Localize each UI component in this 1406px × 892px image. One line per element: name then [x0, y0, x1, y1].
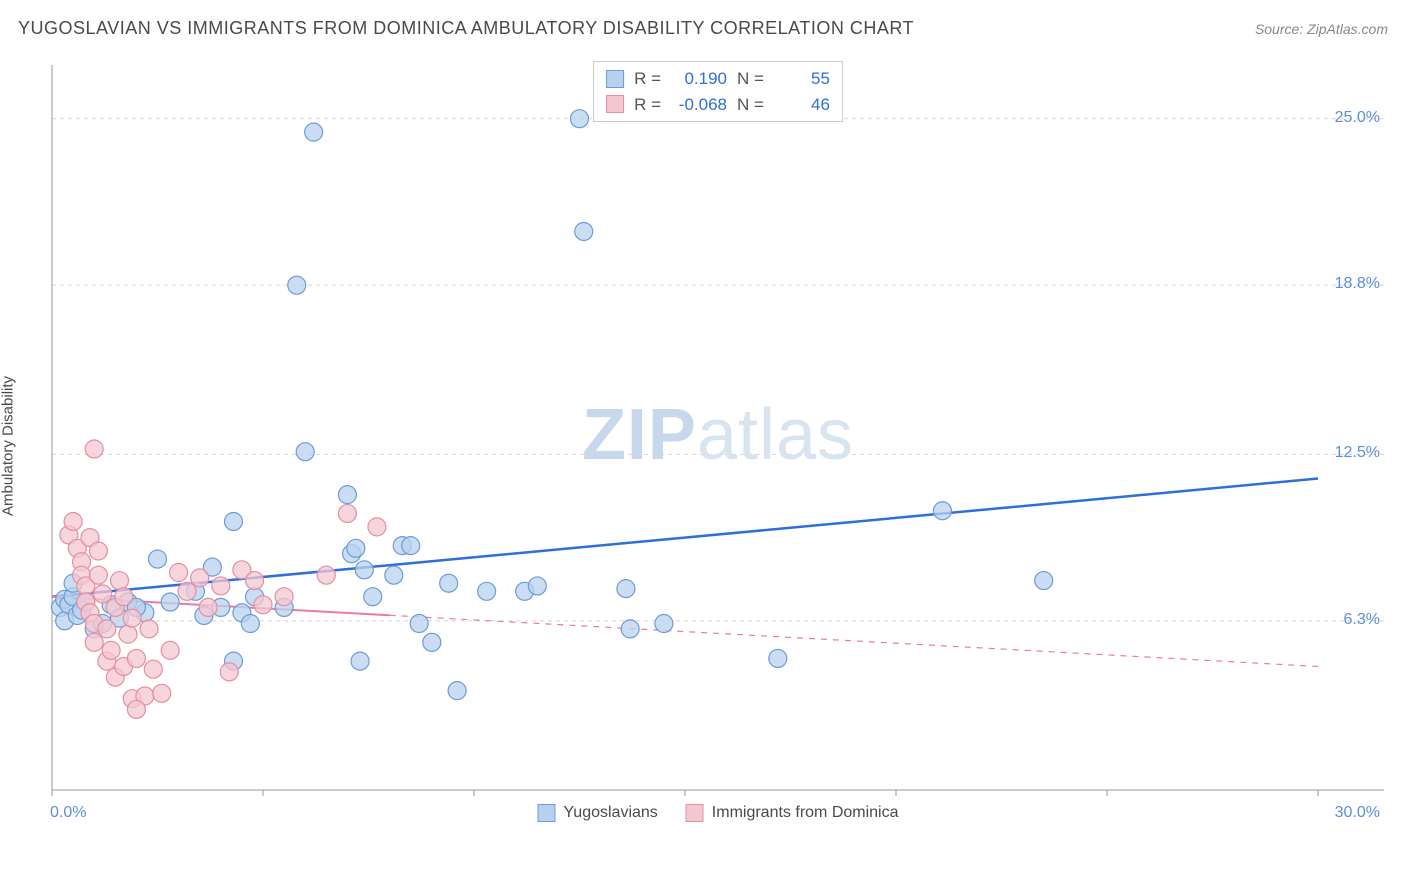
- legend-label-1: Yugoslavians: [564, 804, 658, 822]
- legend-swatch-1: [538, 804, 556, 822]
- n-label: N =: [737, 92, 764, 118]
- y-tick-label: 18.8%: [1335, 275, 1380, 293]
- r-label: R =: [634, 92, 661, 118]
- swatch-series-2: [606, 95, 624, 113]
- source-attribution: Source: ZipAtlas.com: [1255, 21, 1388, 37]
- y-tick-label: 6.3%: [1344, 611, 1380, 629]
- x-axis-min-label: 0.0%: [50, 804, 86, 822]
- r-value-1: 0.190: [671, 66, 727, 92]
- r-value-2: -0.068: [671, 92, 727, 118]
- swatch-series-1: [606, 70, 624, 88]
- y-tick-label: 12.5%: [1335, 444, 1380, 462]
- x-axis-max-label: 30.0%: [1335, 804, 1380, 822]
- n-label: N =: [737, 66, 764, 92]
- legend-item-1: Yugoslavians: [538, 804, 658, 822]
- scatter-chart: ZIPatlas R = 0.190 N = 55 R = -0.068 N =…: [48, 55, 1388, 830]
- y-axis-label: Ambulatory Disability: [0, 376, 17, 516]
- legend-swatch-2: [686, 804, 704, 822]
- chart-svg: [48, 55, 1388, 830]
- stats-row-series-1: R = 0.190 N = 55: [606, 66, 830, 92]
- legend: Yugoslavians Immigrants from Dominica: [538, 804, 899, 822]
- y-tick-label: 25.0%: [1335, 109, 1380, 127]
- correlation-stats-box: R = 0.190 N = 55 R = -0.068 N = 46: [593, 61, 843, 122]
- chart-title: YUGOSLAVIAN VS IMMIGRANTS FROM DOMINICA …: [18, 18, 914, 39]
- n-value-1: 55: [774, 66, 830, 92]
- r-label: R =: [634, 66, 661, 92]
- legend-label-2: Immigrants from Dominica: [712, 804, 899, 822]
- stats-row-series-2: R = -0.068 N = 46: [606, 92, 830, 118]
- n-value-2: 46: [774, 92, 830, 118]
- legend-item-2: Immigrants from Dominica: [686, 804, 899, 822]
